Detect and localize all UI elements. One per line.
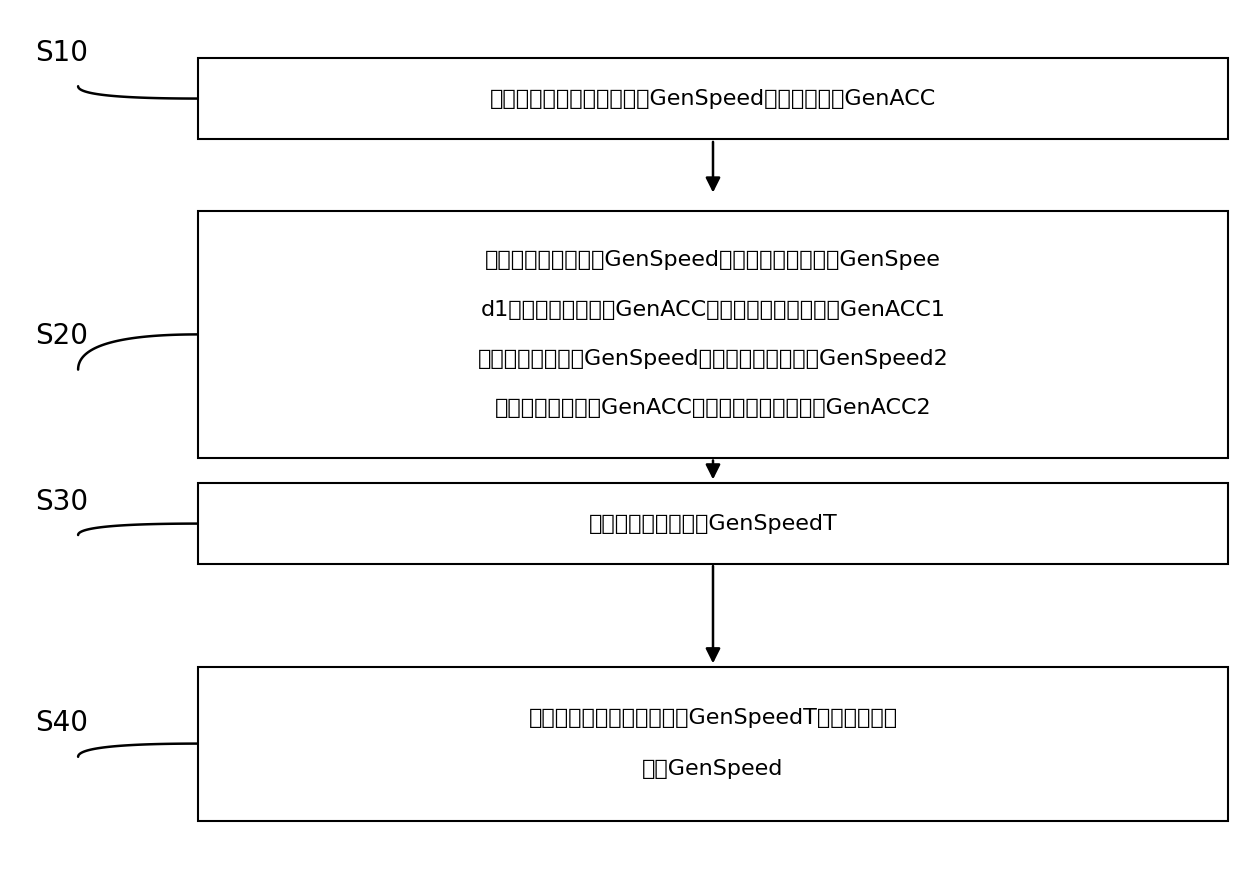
Text: 同时监测发电机的旋转转速GenSpeed和旋转加速度GenACC: 同时监测发电机的旋转转速GenSpeed和旋转加速度GenACC	[490, 89, 936, 108]
Text: ，或发电机的转速GenSpeed大于预设的第二转速GenSpeed2: ，或发电机的转速GenSpeed大于预设的第二转速GenSpeed2	[477, 349, 949, 369]
Bar	[198, 211, 1228, 458]
Text: S10: S10	[35, 39, 88, 67]
Text: 且发电机的加速度GenACC大于预设的第二加速度GenACC2: 且发电机的加速度GenACC大于预设的第二加速度GenACC2	[495, 399, 931, 418]
Bar	[198, 667, 1228, 820]
Text: 确定到发电机的转速GenSpeed大于预设的第一转速GenSpee: 确定到发电机的转速GenSpeed大于预设的第一转速GenSpee	[485, 251, 941, 270]
Text: 通过变桨系统基于目标转速GenSpeedT调整发电机的: 通过变桨系统基于目标转速GenSpeedT调整发电机的	[528, 708, 898, 728]
Text: 周期性设定目标转速GenSpeedT: 周期性设定目标转速GenSpeedT	[589, 514, 837, 533]
Text: S30: S30	[35, 488, 88, 516]
Text: S20: S20	[35, 322, 88, 350]
Text: d1且发电机的加速度GenACC大于预设的第一加速度GenACC1: d1且发电机的加速度GenACC大于预设的第一加速度GenACC1	[481, 300, 945, 319]
Text: 转速GenSpeed: 转速GenSpeed	[642, 759, 784, 780]
Bar	[198, 483, 1228, 564]
Text: S40: S40	[35, 709, 88, 737]
Bar	[198, 58, 1228, 139]
